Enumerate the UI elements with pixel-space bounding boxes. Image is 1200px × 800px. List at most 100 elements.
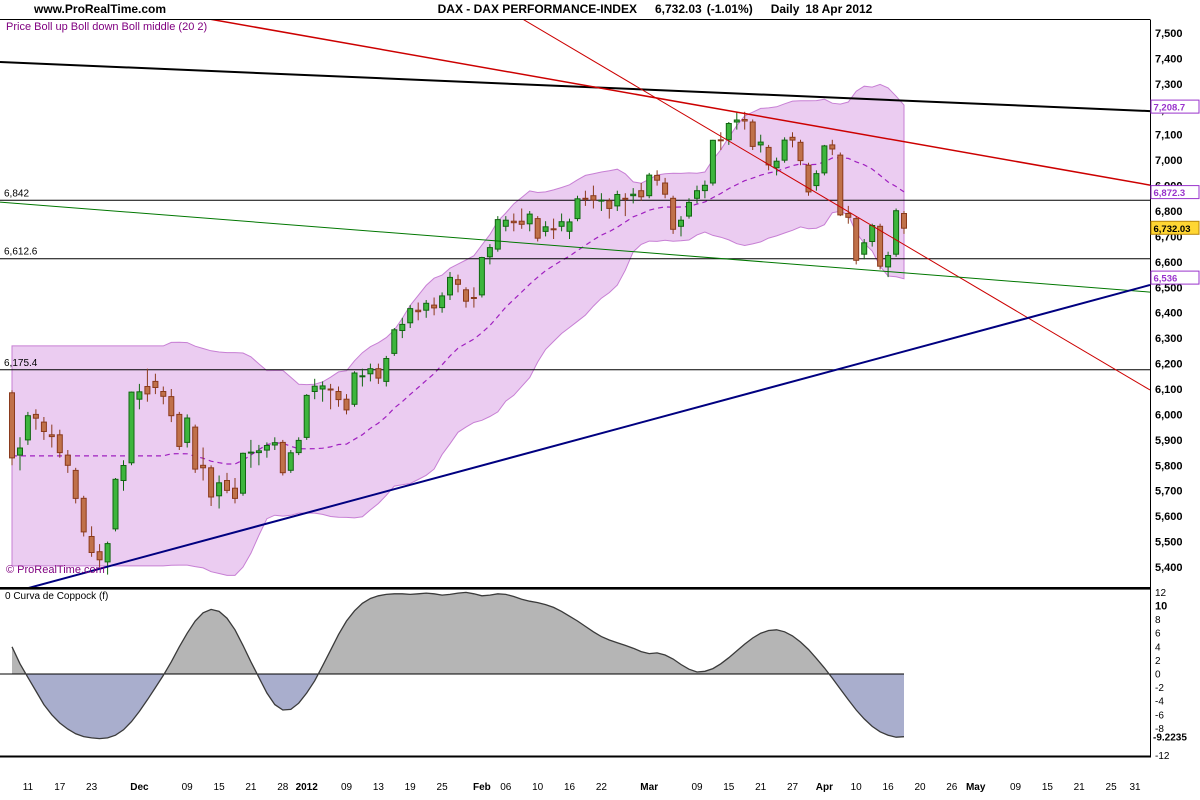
svg-text:6,000: 6,000	[1155, 409, 1183, 421]
svg-text:6,300: 6,300	[1155, 333, 1183, 345]
time-axis[interactable]	[0, 758, 1150, 800]
price-indicator-label[interactable]: Price Boll up Boll down Boll middle (20 …	[6, 21, 208, 33]
svg-text:5,700: 5,700	[1155, 486, 1183, 498]
svg-text:28: 28	[277, 782, 289, 793]
svg-text:20: 20	[914, 782, 926, 793]
svg-text:4: 4	[1155, 642, 1161, 653]
svg-text:13: 13	[373, 782, 385, 793]
price-chart-area[interactable]	[0, 20, 1150, 588]
price-axis[interactable]	[1150, 20, 1200, 757]
svg-text:5,800: 5,800	[1155, 460, 1183, 472]
svg-text:7,208.7: 7,208.7	[1154, 103, 1186, 114]
trendlines	[0, 0, 1150, 596]
price-axis-labels: 7,5007,4007,3007,2007,1007,0006,9006,800…	[1155, 28, 1183, 574]
svg-text:25: 25	[437, 782, 449, 793]
chart-interaction-overlays[interactable]	[0, 20, 1200, 800]
svg-text:5,600: 5,600	[1155, 511, 1183, 523]
chart-title: DAX - DAX PERFORMANCE-INDEX 6,732.03 (-1.0…	[110, 2, 1200, 16]
svg-text:25: 25	[1106, 782, 1118, 793]
svg-text:15: 15	[214, 782, 226, 793]
svg-text:6,175.4: 6,175.4	[4, 358, 38, 369]
svg-text:09: 09	[691, 782, 703, 793]
svg-text:7,000: 7,000	[1155, 155, 1183, 167]
svg-text:6,732.03: 6,732.03	[1154, 224, 1191, 235]
svg-text:31: 31	[1129, 782, 1141, 793]
svg-text:Mar: Mar	[640, 782, 658, 793]
svg-text:6,536: 6,536	[1154, 274, 1178, 285]
svg-text:8: 8	[1155, 615, 1161, 626]
svg-text:09: 09	[182, 782, 194, 793]
svg-text:-8: -8	[1155, 724, 1164, 735]
svg-text:6,200: 6,200	[1155, 359, 1183, 371]
svg-text:6,500: 6,500	[1155, 282, 1183, 294]
copyright-label: © ProRealTime.com	[6, 564, 105, 576]
svg-text:6: 6	[1155, 629, 1161, 640]
svg-text:19: 19	[405, 782, 417, 793]
green-downtrend-line[interactable]	[0, 201, 1150, 293]
coppock-current-value: -9.2235	[1153, 733, 1187, 744]
coppock-indicator	[0, 591, 905, 740]
black-resistance-trendline[interactable]	[0, 61, 1150, 113]
svg-text:10: 10	[1155, 601, 1167, 613]
svg-text:Feb: Feb	[473, 782, 491, 793]
svg-text:5,400: 5,400	[1155, 562, 1183, 574]
svg-text:11: 11	[23, 782, 34, 793]
site-link[interactable]: www.ProRealTime.com	[34, 2, 167, 16]
svg-text:22: 22	[596, 782, 608, 793]
svg-text:7,500: 7,500	[1155, 28, 1183, 40]
blue-uptrend-support[interactable]	[0, 284, 1150, 596]
svg-text:7,400: 7,400	[1155, 53, 1183, 65]
bollinger-middle-line	[12, 157, 905, 465]
svg-text:5,900: 5,900	[1155, 435, 1183, 447]
svg-text:2: 2	[1155, 656, 1161, 667]
date-axis-labels: 11 17 23 Dec 09 15 21 28 2012 09 13 19 25 Feb 06 10 16 22…	[23, 782, 1141, 793]
svg-text:16: 16	[564, 782, 576, 793]
svg-text:6,100: 6,100	[1155, 384, 1183, 396]
timeframe-label: Daily	[770, 2, 800, 16]
indicator-axis-labels: 12 10 8 6 4 2 0 -2 -4 -6 -8 -12 -9.2235	[1153, 588, 1187, 762]
svg-text:7,300: 7,300	[1155, 79, 1183, 91]
svg-text:Dec: Dec	[130, 782, 149, 793]
svg-text:Apr: Apr	[816, 782, 833, 793]
svg-text:26: 26	[946, 782, 958, 793]
svg-text:-6: -6	[1155, 710, 1164, 721]
svg-text:-2: -2	[1155, 683, 1164, 694]
svg-text:2012: 2012	[296, 782, 319, 793]
svg-text:16: 16	[883, 782, 895, 793]
header: www.ProRealTime.com DAX - DAX PERFORMANC…	[0, 0, 1200, 19]
svg-text:6,600: 6,600	[1155, 257, 1183, 269]
red-downtrend-shallow[interactable]	[0, 0, 1150, 186]
session-date: 18 Apr 2012	[805, 2, 873, 16]
svg-text:-12: -12	[1155, 751, 1170, 762]
svg-text:23: 23	[86, 782, 98, 793]
svg-text:6,400: 6,400	[1155, 308, 1183, 320]
svg-text:0: 0	[1155, 670, 1161, 681]
svg-text:7,100: 7,100	[1155, 130, 1183, 142]
svg-text:6,612.6: 6,612.6	[4, 247, 38, 258]
value-tags: 7,208.7 6,872.3 6,732.03 6,536	[1150, 99, 1200, 285]
instrument-name: DAX - DAX PERFORMANCE-INDEX	[437, 2, 637, 16]
coppock-panel-area[interactable]	[0, 590, 1150, 755]
svg-text:21: 21	[1074, 782, 1086, 793]
svg-text:09: 09	[341, 782, 353, 793]
svg-text:15: 15	[1042, 782, 1054, 793]
svg-text:15: 15	[723, 782, 735, 793]
svg-text:21: 21	[245, 782, 257, 793]
svg-text:21: 21	[755, 782, 767, 793]
svg-text:27: 27	[787, 782, 799, 793]
svg-text:06: 06	[500, 782, 512, 793]
candlestick-series	[9, 111, 907, 575]
last-price: 6,732.03	[654, 2, 702, 16]
svg-text:6,872.3: 6,872.3	[1154, 188, 1186, 199]
svg-text:6,800: 6,800	[1155, 206, 1183, 218]
level-labels: 6,842 6,612.6 6,175.4	[4, 188, 38, 369]
svg-text:12: 12	[1155, 588, 1167, 599]
svg-text:17: 17	[54, 782, 66, 793]
coppock-curve	[11, 591, 905, 740]
coppock-indicator-label[interactable]: 0 Curva de Coppock (f)	[5, 591, 109, 602]
panel-borders	[0, 19, 1151, 758]
svg-text:May: May	[966, 782, 986, 793]
svg-text:10: 10	[851, 782, 863, 793]
